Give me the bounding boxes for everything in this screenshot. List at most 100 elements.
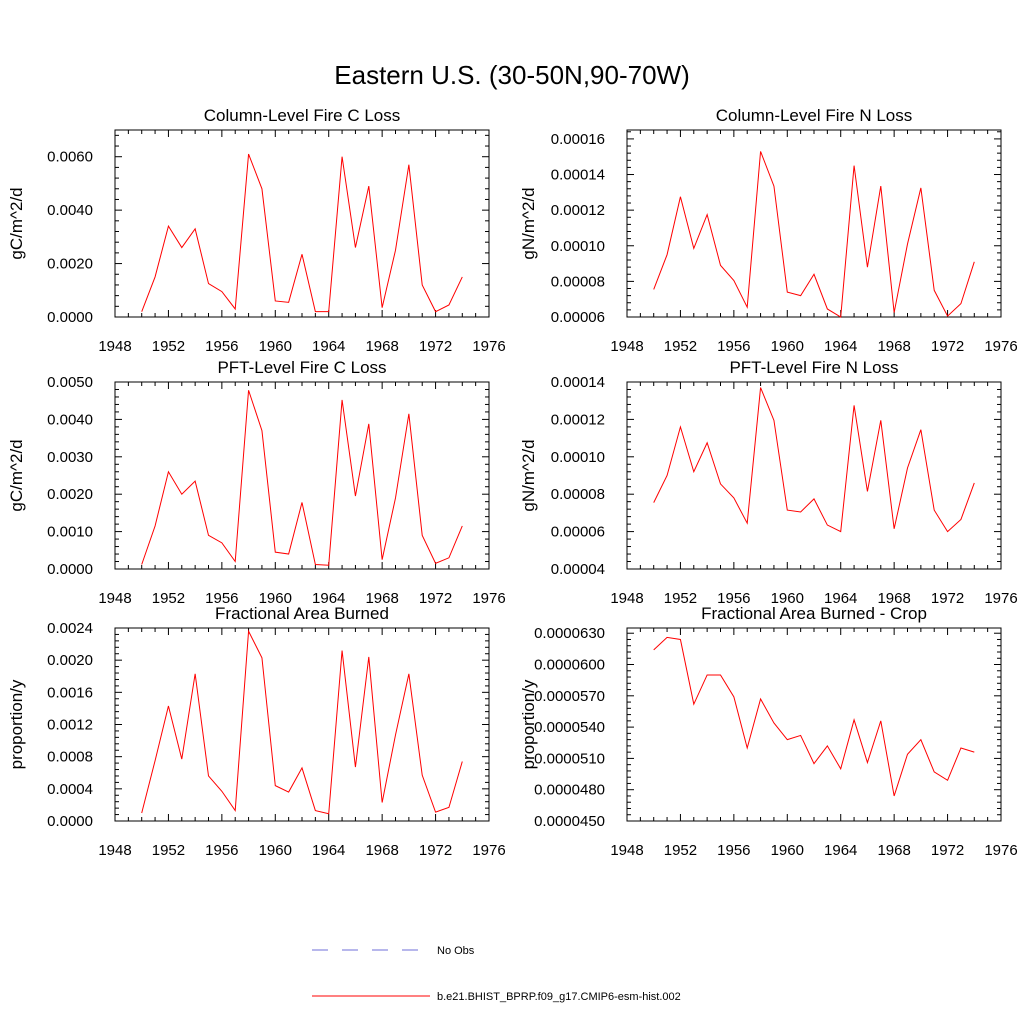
panel-title: PFT-Level Fire C Loss — [217, 358, 386, 377]
x-tick-label: 1964 — [312, 338, 345, 355]
x-tick-label: 1952 — [664, 338, 697, 355]
y-tick-label: 0.0024 — [47, 620, 93, 637]
panel-title: Column-Level Fire N Loss — [716, 106, 913, 125]
x-tick-label: 1960 — [259, 338, 292, 355]
y-tick-label: 0.0004 — [47, 781, 93, 798]
y-tick-label: 0.0000450 — [534, 813, 605, 830]
panel-title: Fractional Area Burned — [215, 604, 389, 623]
x-tick-label: 1972 — [931, 590, 964, 607]
x-tick-label: 1948 — [98, 338, 131, 355]
y-axis-label: gC/m^2/d — [7, 187, 26, 259]
x-tick-label: 1956 — [717, 842, 750, 859]
x-tick-label: 1948 — [610, 590, 643, 607]
y-tick-label: 0.00008 — [551, 486, 605, 503]
y-axis-label: proportion/y — [7, 679, 26, 769]
x-tick-label: 1952 — [152, 842, 185, 859]
x-tick-label: 1956 — [205, 590, 238, 607]
x-tick-label: 1952 — [664, 590, 697, 607]
y-tick-label: 0.00012 — [551, 411, 605, 428]
x-tick-label: 1972 — [931, 338, 964, 355]
plot-frame — [626, 129, 1002, 318]
x-tick-label: 1948 — [610, 338, 643, 355]
y-axis-label: gN/m^2/d — [519, 439, 538, 511]
y-tick-label: 0.00016 — [551, 131, 605, 148]
x-tick-label: 1972 — [931, 842, 964, 859]
y-axis-label: gN/m^2/d — [519, 187, 538, 259]
x-tick-label: 1952 — [152, 590, 185, 607]
x-tick-label: 1968 — [877, 338, 910, 355]
x-tick-label: 1956 — [717, 590, 750, 607]
legend-label: No Obs — [437, 945, 475, 957]
series-line-model — [141, 629, 463, 815]
y-axis-label: gC/m^2/d — [7, 439, 26, 511]
x-tick-label: 1976 — [472, 842, 505, 859]
series-line-model — [141, 153, 463, 313]
x-tick-label: 1960 — [259, 590, 292, 607]
x-tick-label: 1972 — [419, 590, 452, 607]
y-tick-label: 0.0050 — [47, 374, 93, 391]
y-tick-label: 0.00014 — [551, 167, 605, 184]
x-tick-label: 1968 — [877, 842, 910, 859]
y-tick-label: 0.0000540 — [534, 719, 605, 736]
chart-panel-4: PFT-Level Fire N Loss gN/m^2/d 1948 1952 195… — [519, 358, 1018, 607]
x-tick-label: 1968 — [877, 590, 910, 607]
x-tick-label: 1960 — [259, 842, 292, 859]
x-tick-label: 1956 — [717, 338, 750, 355]
plot-frame — [626, 381, 1002, 570]
y-tick-label: 0.0060 — [47, 149, 93, 166]
y-tick-label: 0.00006 — [551, 309, 605, 326]
y-tick-label: 0.00012 — [551, 202, 605, 219]
chart-panel-6: Fractional Area Burned - Crop proportion/… — [519, 604, 1018, 859]
panel-title: Column-Level Fire C Loss — [204, 106, 401, 125]
legend-label: b.e21.BHIST_BPRP.f09_g17.CMIP6-esm-hist.… — [437, 991, 681, 1003]
y-tick-label: 0.0030 — [47, 449, 93, 466]
legend-item-obs: No Obs — [312, 945, 475, 957]
x-tick-label: 1952 — [152, 338, 185, 355]
y-tick-label: 0.0010 — [47, 524, 93, 541]
y-tick-label: 0.0000510 — [534, 750, 605, 767]
y-tick-label: 0.00006 — [551, 524, 605, 541]
series-line-model — [141, 390, 463, 566]
x-tick-label: 1968 — [365, 590, 398, 607]
x-tick-label: 1972 — [419, 338, 452, 355]
y-tick-label: 0.0012 — [47, 717, 93, 734]
chart-panel-2: Column-Level Fire N Loss gN/m^2/d 1948 1952… — [519, 106, 1018, 355]
series-line-model — [653, 387, 975, 533]
y-axis-label: proportion/y — [519, 679, 538, 769]
x-tick-label: 1976 — [472, 590, 505, 607]
y-tick-label: 0.00008 — [551, 273, 605, 290]
x-tick-label: 1948 — [98, 590, 131, 607]
x-tick-label: 1956 — [205, 338, 238, 355]
y-tick-label: 0.0020 — [47, 652, 93, 669]
x-tick-label: 1968 — [365, 338, 398, 355]
y-tick-label: 0.00014 — [551, 374, 605, 391]
y-tick-label: 0.0040 — [47, 411, 93, 428]
x-tick-label: 1968 — [365, 842, 398, 859]
x-tick-label: 1976 — [984, 842, 1017, 859]
legend: No Obs b.e21.BHIST_BPRP.f09_g17.CMIP6-esm… — [312, 945, 681, 1003]
y-tick-label: 0.0040 — [47, 202, 93, 219]
chart-panel-3: PFT-Level Fire C Loss gC/m^2/d 1948 1952 195… — [7, 358, 506, 607]
x-tick-label: 1964 — [312, 590, 345, 607]
y-tick-label: 0.0000 — [47, 309, 93, 326]
x-tick-label: 1972 — [419, 842, 452, 859]
x-tick-label: 1952 — [664, 842, 697, 859]
x-tick-label: 1960 — [771, 842, 804, 859]
figure-title: Eastern U.S. (30-50N,90-70W) — [334, 60, 689, 90]
x-tick-label: 1976 — [472, 338, 505, 355]
panel-grid: Column-Level Fire C Loss gC/m^2/d 1948 1952… — [7, 106, 1018, 859]
y-tick-label: 0.00004 — [551, 561, 605, 578]
x-tick-label: 1948 — [98, 842, 131, 859]
chart-panel-5: Fractional Area Burned proportion/y 1948 19… — [7, 604, 506, 859]
y-tick-label: 0.00010 — [551, 238, 605, 255]
panel-title: PFT-Level Fire N Loss — [729, 358, 898, 377]
y-tick-label: 0.0020 — [47, 256, 93, 273]
panel-title: Fractional Area Burned - Crop — [701, 604, 927, 623]
series-line-model — [653, 151, 975, 318]
plot-frame — [114, 129, 490, 318]
legend-item-model: b.e21.BHIST_BPRP.f09_g17.CMIP6-esm-hist.… — [312, 991, 681, 1003]
x-tick-label: 1964 — [824, 842, 857, 859]
x-tick-label: 1960 — [771, 338, 804, 355]
y-tick-label: 0.0020 — [47, 486, 93, 503]
